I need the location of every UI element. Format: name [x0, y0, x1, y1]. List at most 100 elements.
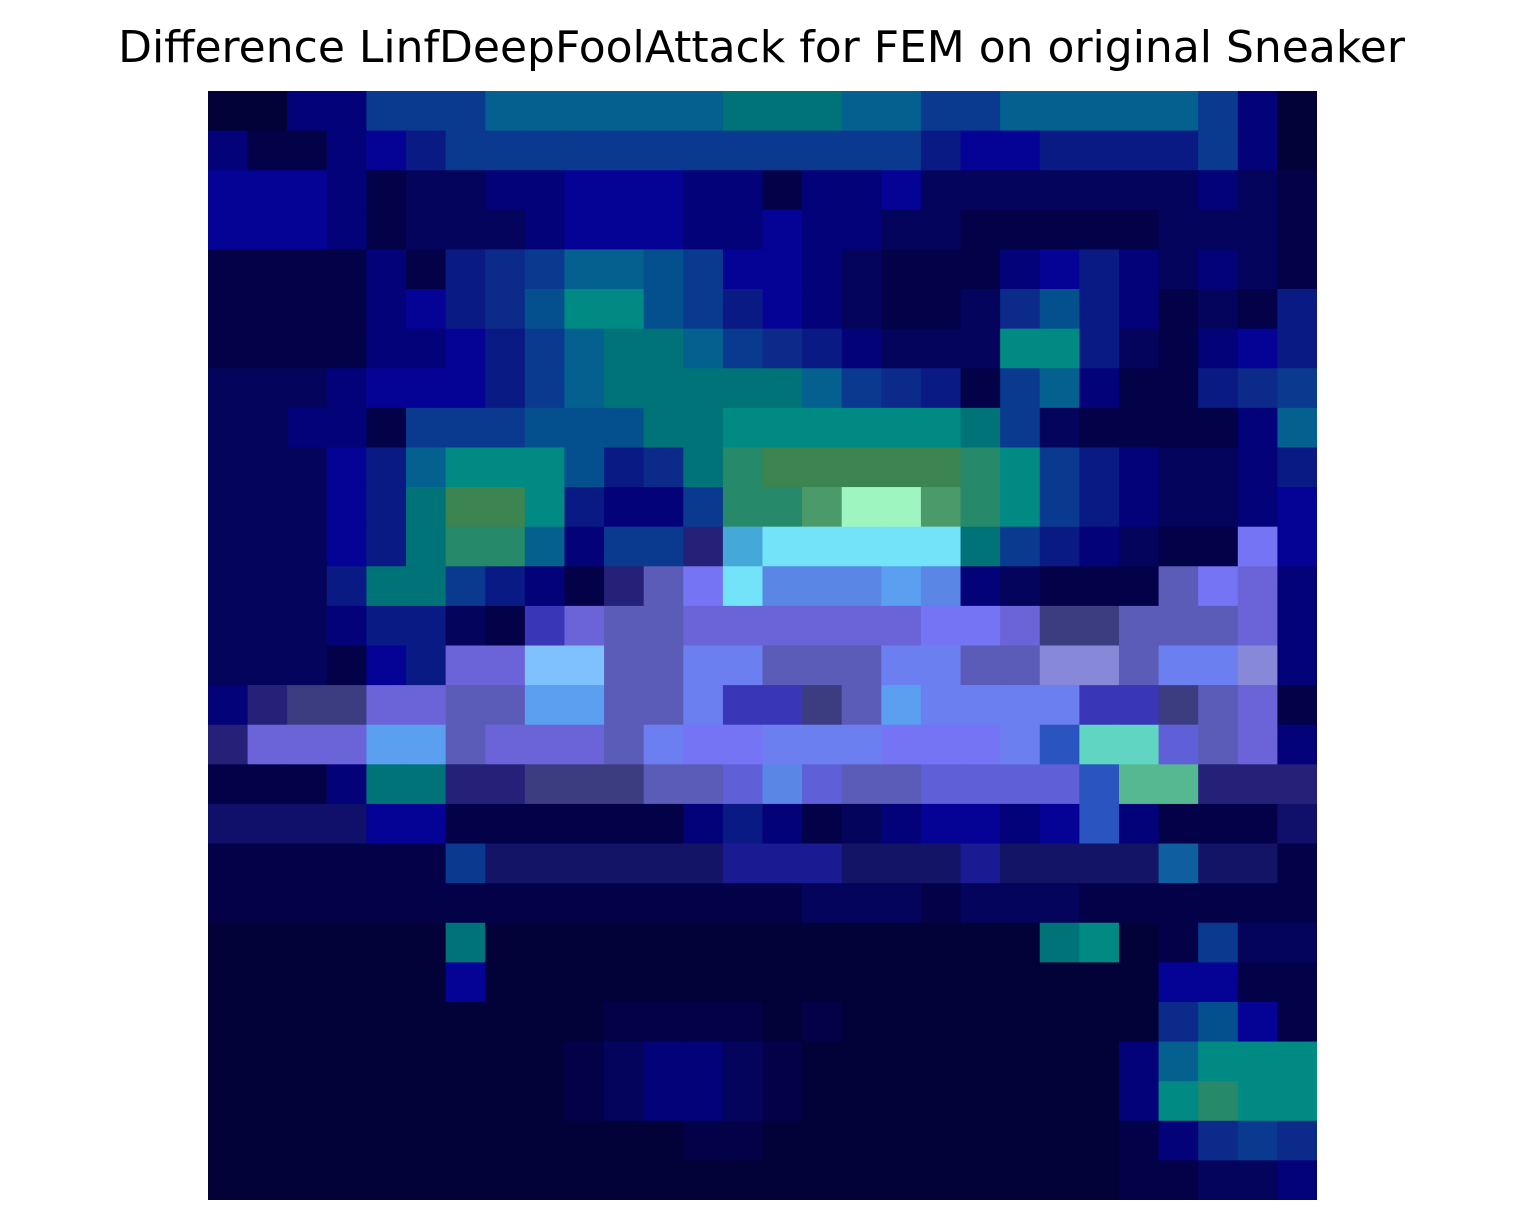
heatmap-cell	[485, 368, 526, 409]
chart-title: Difference LinfDeepFoolAttack for FEM on…	[118, 22, 1405, 73]
heatmap-cell	[1277, 368, 1317, 409]
heatmap-cell	[1000, 843, 1041, 884]
heatmap-cell	[564, 724, 605, 765]
heatmap-cell	[445, 1001, 486, 1043]
heatmap-cell	[406, 1081, 447, 1122]
heatmap-cell	[960, 685, 1001, 726]
heatmap-cell	[1000, 1041, 1041, 1082]
heatmap-cell	[1079, 328, 1120, 369]
heatmap-cell	[960, 764, 1001, 805]
heatmap-cell	[683, 289, 724, 330]
heatmap-cell	[1000, 764, 1041, 805]
heatmap-cell	[1118, 1001, 1160, 1043]
heatmap-cell	[1079, 209, 1120, 251]
heatmap-cell	[326, 645, 368, 686]
heatmap-cell	[485, 328, 526, 369]
heatmap-cell	[287, 685, 328, 726]
heatmap-cell	[1158, 566, 1199, 607]
heatmap-cell	[841, 487, 882, 528]
heatmap-cell	[604, 1160, 645, 1200]
heatmap-cell	[524, 91, 566, 132]
heatmap-cell	[881, 883, 922, 924]
heatmap-cell	[1039, 407, 1080, 449]
heatmap-cell	[1039, 605, 1080, 647]
heatmap-cell	[406, 685, 447, 726]
heatmap-cell	[604, 1041, 645, 1082]
heatmap-cell	[1158, 1160, 1199, 1200]
heatmap-cell	[1158, 764, 1199, 805]
heatmap-cell	[366, 962, 407, 1003]
heatmap-cell	[366, 803, 407, 845]
heatmap-cell	[802, 249, 843, 290]
heatmap-cell	[643, 170, 684, 211]
heatmap-cell	[524, 130, 566, 171]
heatmap-cell	[841, 1001, 882, 1043]
heatmap-cell	[1039, 487, 1080, 528]
heatmap-cell	[1158, 645, 1199, 686]
heatmap-cell	[485, 91, 526, 132]
heatmap-cell	[1277, 645, 1317, 686]
heatmap-cell	[920, 724, 962, 765]
heatmap-cell	[1158, 170, 1199, 211]
heatmap-cell	[247, 922, 288, 963]
heatmap-cell	[1118, 764, 1160, 805]
heatmap-cell	[604, 487, 645, 528]
heatmap-cell	[326, 91, 368, 132]
heatmap-cell	[1118, 605, 1160, 647]
heatmap-cell	[1000, 803, 1041, 845]
heatmap-cell	[643, 685, 684, 726]
heatmap-cell	[722, 1081, 764, 1122]
heatmap-cell	[1079, 447, 1120, 488]
heatmap-cell	[1277, 883, 1317, 924]
heatmap-cell	[564, 526, 605, 567]
heatmap-cell	[683, 724, 724, 765]
heatmap-cell	[326, 209, 368, 251]
heatmap-cell	[722, 1120, 764, 1161]
heatmap-cell	[604, 724, 645, 765]
heatmap-cell	[881, 724, 922, 765]
heatmap-cell	[287, 922, 328, 963]
heatmap-cell	[366, 447, 407, 488]
heatmap-cell	[683, 843, 724, 884]
heatmap-cell	[326, 883, 368, 924]
heatmap-cell	[802, 368, 843, 409]
heatmap-cell	[920, 249, 962, 290]
heatmap-cell	[1000, 487, 1041, 528]
heatmap-cell	[485, 1120, 526, 1161]
heatmap-cell	[841, 209, 882, 251]
heatmap-cell	[1277, 130, 1317, 171]
heatmap-cell	[1158, 605, 1199, 647]
heatmap-cell	[683, 1001, 724, 1043]
heatmap-cell	[604, 1001, 645, 1043]
heatmap-cell	[920, 1160, 962, 1200]
heatmap-cell	[524, 407, 566, 449]
heatmap-cell	[920, 883, 962, 924]
heatmap-cell	[1079, 843, 1120, 884]
heatmap-cell	[247, 724, 288, 765]
heatmap-cell	[326, 1160, 368, 1200]
heatmap-cell	[1277, 447, 1317, 488]
heatmap-cell	[1198, 526, 1239, 567]
heatmap-cell	[1277, 487, 1317, 528]
heatmap-cell	[445, 91, 486, 132]
heatmap-cell	[1158, 1081, 1199, 1122]
heatmap-cell	[326, 407, 368, 449]
heatmap-cell	[762, 922, 803, 963]
heatmap-cell	[604, 1120, 645, 1161]
heatmap-cell	[722, 1160, 764, 1200]
heatmap-cell	[524, 645, 566, 686]
heatmap-cell	[920, 566, 962, 607]
heatmap-cell	[485, 170, 526, 211]
heatmap-cell	[762, 1041, 803, 1082]
heatmap-cell	[1118, 130, 1160, 171]
heatmap-cell	[1237, 764, 1278, 805]
heatmap-cell	[564, 764, 605, 805]
heatmap-cell	[445, 209, 486, 251]
heatmap-cell	[247, 487, 288, 528]
heatmap-cell	[1158, 289, 1199, 330]
heatmap-cell	[406, 566, 447, 607]
heatmap-cell	[920, 922, 962, 963]
heatmap-cell	[1039, 922, 1080, 963]
heatmap-cell	[1118, 209, 1160, 251]
heatmap-cell	[524, 1120, 566, 1161]
